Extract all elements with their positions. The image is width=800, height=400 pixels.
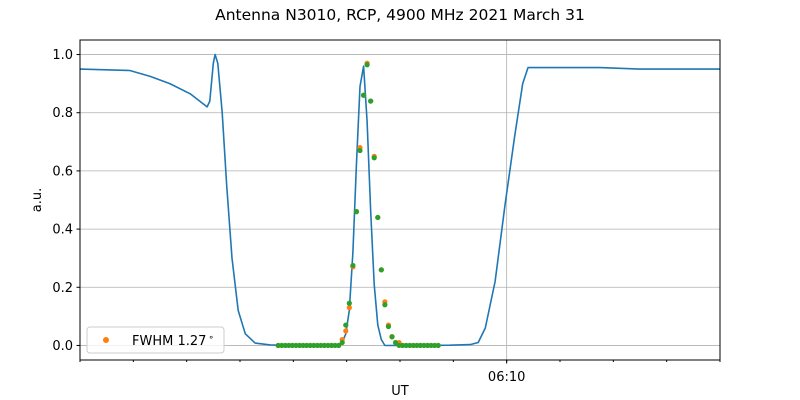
- scatter-point-green: [321, 342, 328, 349]
- scatter-point-green: [368, 98, 374, 104]
- y-tick-label: 0.4: [52, 223, 73, 238]
- scatter-point-green: [304, 342, 310, 349]
- scatter-point-green: [275, 342, 281, 349]
- scatter-point-green: [279, 342, 285, 349]
- scatter-point-green: [385, 323, 392, 330]
- scatter-point-green: [318, 342, 324, 349]
- scatter-point-green: [353, 209, 360, 215]
- legend-box: [86, 326, 225, 354]
- scatter-point-green: [396, 342, 402, 349]
- scatter-point-green: [421, 342, 427, 349]
- legend-label-text: FWHM 1.27: [132, 334, 206, 349]
- axes: 0.0 0.2 0.4 0.6 0.8 1.0 06:10: [52, 48, 721, 385]
- scatter-point-green: [328, 342, 335, 349]
- plot-marks: [79, 53, 720, 349]
- y-tick-label: 0.8: [52, 106, 73, 121]
- scatter-point-green: [339, 339, 345, 346]
- scatter-point-green: [296, 342, 303, 349]
- scatter-point-green: [435, 342, 441, 349]
- scatter-point-green: [289, 342, 296, 349]
- scatter-point-green: [392, 339, 399, 346]
- scatter-point-green: [343, 322, 349, 328]
- scatter-point-green: [311, 342, 317, 349]
- scatter-point-green: [332, 342, 338, 349]
- scatter-point-green: [364, 62, 370, 68]
- legend-marker: [103, 337, 109, 343]
- scatter-point-green: [325, 342, 331, 349]
- chart-title: Antenna N3010, RCP, 4900 MHz 2021 March …: [215, 6, 585, 24]
- scatter-point-green: [432, 342, 438, 349]
- scatter-point-green: [428, 342, 434, 349]
- y-tick-label: 0.6: [52, 164, 73, 179]
- scatter-point-green: [378, 267, 384, 273]
- scatter-point-green: [424, 342, 431, 349]
- scatter-point-green: [346, 300, 352, 306]
- scatter-point-orange: [346, 305, 352, 311]
- plot-frame: [79, 39, 721, 361]
- scatter-point-green: [282, 342, 288, 349]
- grid: [80, 40, 720, 360]
- scatter-point-orange: [343, 328, 349, 334]
- legend-label: FWHM 1.27 ∘: [132, 333, 214, 349]
- legend: FWHM 1.27 ∘: [86, 326, 225, 354]
- scatter-point-green: [400, 342, 406, 349]
- scatter-point-green: [375, 214, 381, 221]
- legend-label-degree: ∘: [208, 333, 214, 343]
- scatter-point-green: [414, 342, 420, 349]
- scatter-point-green: [293, 342, 299, 349]
- scatter-point-green: [350, 262, 356, 269]
- x-tick-label: 06:10: [488, 370, 525, 385]
- scatter-point-green: [307, 342, 313, 349]
- scatter-point-green: [314, 342, 320, 349]
- scatter-point-green: [382, 302, 388, 308]
- scatter-point-green: [300, 342, 306, 349]
- x-axis-label: UT: [391, 384, 409, 399]
- y-tick-label: 1.0: [52, 48, 73, 63]
- scatter-point-green: [286, 342, 292, 349]
- y-tick-label: 0.0: [52, 339, 73, 354]
- scatter-point-green: [360, 92, 367, 98]
- scatter-point-green: [389, 334, 395, 340]
- scatter-point-green: [357, 147, 363, 154]
- scatter-point-green: [371, 155, 377, 161]
- scatter-point-green: [336, 342, 342, 349]
- y-axis-label: a.u.: [30, 188, 45, 212]
- scatter-point-green: [410, 342, 416, 349]
- scatter-point-green: [417, 342, 424, 349]
- y-tick-label: 0.2: [52, 281, 73, 296]
- scatter-point-green: [407, 342, 413, 349]
- scatter-point-green: [403, 342, 409, 349]
- data-line: [79, 53, 720, 347]
